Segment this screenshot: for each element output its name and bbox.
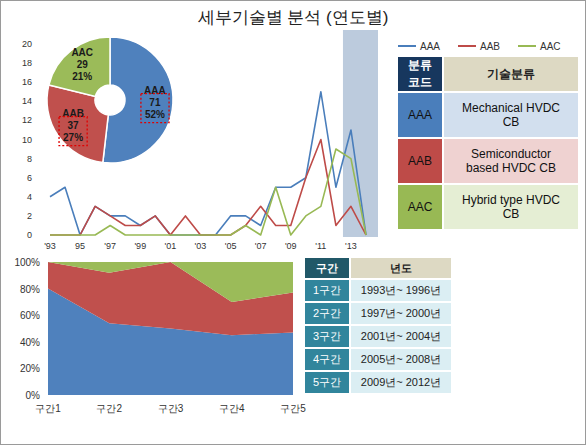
y-tick-label: 20: [22, 39, 32, 49]
legend-swatch: [458, 45, 476, 47]
x-tick-label: 구간4: [219, 403, 245, 414]
header-cell: 구간: [305, 258, 349, 278]
pie-slice: [103, 37, 173, 163]
x-tick-label: 구간3: [158, 403, 184, 414]
legend-swatch: [398, 45, 416, 47]
x-tick-label: '13: [345, 241, 357, 251]
x-tick-label: '05: [225, 241, 237, 251]
y-tick-label: 6: [27, 173, 32, 183]
x-tick-label: '03: [195, 241, 207, 251]
y-tick-label: 2: [27, 211, 32, 221]
highlight-box: [59, 117, 87, 146]
y-tick-label: 18: [22, 58, 32, 68]
value-cell: 2009년~ 2012년: [351, 372, 451, 393]
series-group: [48, 262, 293, 395]
highlight-box: [141, 94, 169, 123]
frame: [1, 1, 586, 445]
slice-percent: 27%: [63, 132, 83, 143]
y-tick-label: 16: [22, 77, 32, 87]
table: 분류 코드기술분류AAAMechanical HVDC CBAABSemicon…: [396, 55, 580, 231]
pie-chart: [47, 37, 173, 163]
y-tick-label: 80%: [20, 284, 40, 295]
value-cell: Mechanical HVDC CB: [444, 93, 578, 137]
pie-slice: [47, 85, 108, 163]
y-tick-label: 0%: [26, 390, 41, 401]
value-cell: Semiconductor based HVDC CB: [444, 139, 578, 183]
pie-slice: [49, 37, 110, 96]
y-tick-label: 8: [27, 154, 32, 164]
table: 구간년도1구간1993년~ 1996년2구간1997년~ 2000년3구간200…: [303, 256, 453, 395]
x-tick-label: '07: [255, 241, 267, 251]
header-cell: 분류 코드: [398, 57, 442, 91]
value-cell: 1993년~ 1996년: [351, 280, 451, 301]
code-cell: AAA: [398, 93, 442, 137]
value-cell: 2001년~ 2004년: [351, 326, 451, 347]
y-tick-label: 14: [22, 96, 32, 106]
y-tick-label: 40%: [20, 337, 40, 348]
y-tick-label: 4: [27, 192, 32, 202]
slice-name: AAC: [71, 47, 93, 58]
legend-swatch: [518, 45, 536, 47]
code-cell: 4구간: [305, 349, 349, 370]
legend: AAA AAB AAC: [398, 41, 561, 52]
y-tick-label: 12: [22, 115, 32, 125]
area-chart: 0% 20% 40% 60% 80% 100% 구간1 구간2 구간3 구간4 구간5: [14, 257, 306, 414]
x-tick-label: 구간2: [96, 403, 122, 414]
x-tick-label: 구간1: [35, 403, 61, 414]
legend-label: AAB: [480, 41, 500, 52]
value-cell: 1997년~ 2000년: [351, 303, 451, 324]
slice-percent: 52%: [145, 109, 165, 120]
value-cell: Hybrid type HVDC CB: [444, 185, 578, 229]
slice-percent: 21%: [72, 71, 92, 82]
code-cell: AAC: [398, 185, 442, 229]
y-tick-label: 0: [27, 230, 32, 240]
x-tick-label: '99: [134, 241, 146, 251]
title: 세부기술별 분석 (연도별): [198, 8, 389, 27]
x-tick-label: '01: [165, 241, 177, 251]
series-area: [48, 262, 293, 335]
y-tick-label: 10: [22, 135, 32, 145]
slice-value: 71: [149, 97, 161, 108]
x-tick-label: 95: [75, 241, 85, 251]
x-tick-label: '11: [315, 241, 326, 251]
code-cell: 3구간: [305, 326, 349, 347]
header-cell: 기술분류: [444, 57, 578, 91]
series-area: [48, 262, 293, 302]
legend-label: AAA: [420, 41, 440, 52]
x-tick-label: 구간5: [280, 403, 306, 414]
y-tick-label: 60%: [20, 310, 40, 321]
page: {"title":"세부기술별 분석 (연도별)", "chart_data":…: [0, 0, 586, 445]
y-tick-label: 20%: [20, 363, 40, 374]
code-cell: AAB: [398, 139, 442, 183]
code-cell: 1구간: [305, 280, 349, 301]
slice-value: 37: [67, 120, 79, 131]
y-tick-label: 100%: [14, 257, 40, 268]
slice-value: 29: [77, 59, 89, 70]
pie-labels: AAA7152%AAB3727%AAC2921%: [59, 47, 169, 146]
code-cell: 2구간: [305, 303, 349, 324]
x-tick-label: '93: [44, 241, 56, 251]
x-tick-label: '97: [104, 241, 116, 251]
header-cell: 년도: [351, 258, 451, 278]
legend-label: AAC: [540, 41, 561, 52]
x-tick-label: '09: [285, 241, 297, 251]
code-cell: 5구간: [305, 372, 349, 393]
value-cell: 2005년~ 2008년: [351, 349, 451, 370]
